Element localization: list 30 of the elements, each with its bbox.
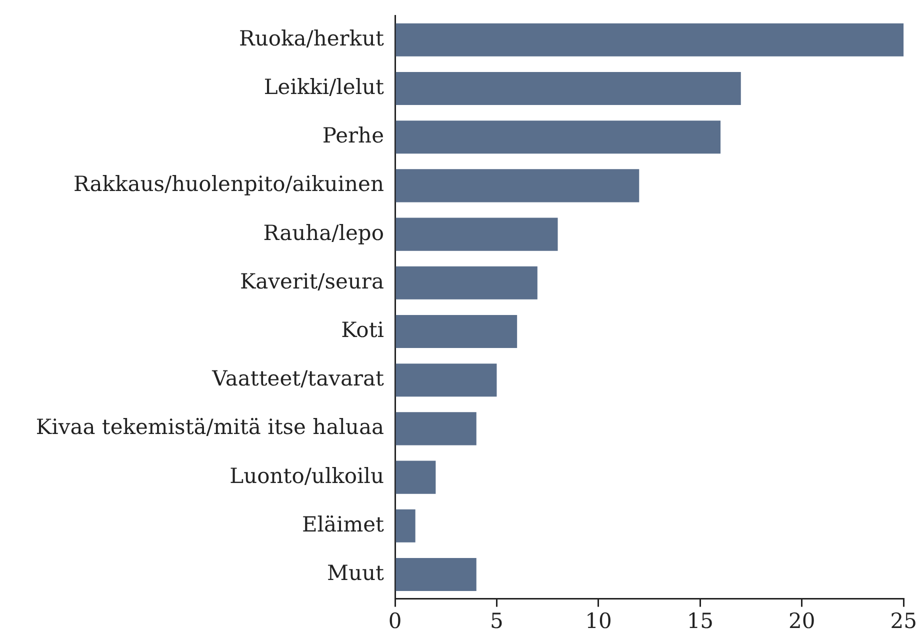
bar [396,509,416,542]
y-tick-label: Ruoka/herkut [239,26,385,50]
x-tick-label: 0 [388,608,402,633]
y-tick-label: Perhe [322,124,384,148]
bar [396,364,497,397]
bar [396,23,904,56]
y-tick-label: Kaverit/seura [240,269,384,294]
bar [396,412,476,446]
x-tick-label: 25 [890,608,918,633]
x-tick-label: 15 [686,608,714,633]
bar [396,460,436,494]
y-tick-label: Rakkaus/huolenpito/aikuinen [73,172,384,196]
y-tick-label: Eläimet [302,512,385,536]
x-tick-label: 10 [585,608,612,633]
x-tick-label: 5 [490,608,504,633]
x-tick-label: 20 [788,608,816,633]
y-tick-label: Vaatteet/tavarat [211,366,385,391]
bar [396,314,518,348]
y-tick-label: Luonto/ulkoilu [230,464,384,488]
bar [396,72,741,106]
y-tick-label: Rauha/lepo [263,220,384,245]
bar [396,218,558,251]
y-tick-label: Kivaa tekemistä/mitä itse haluaa [36,415,384,440]
bar [396,266,538,300]
y-tick-label: Koti [341,318,384,342]
bar [396,169,640,202]
bar [396,558,476,592]
y-tick-label: Muut [327,560,385,585]
y-tick-label: Leikki/lelut [264,74,385,99]
bar [396,120,721,154]
